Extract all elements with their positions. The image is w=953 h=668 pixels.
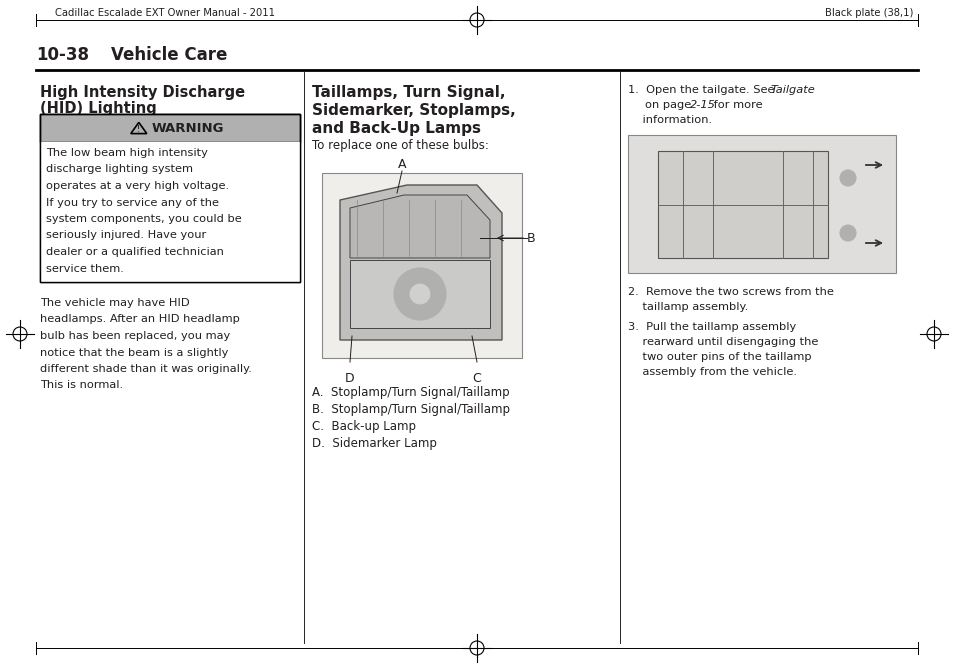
Text: A.  Stoplamp/Turn Signal/Taillamp: A. Stoplamp/Turn Signal/Taillamp	[312, 386, 509, 399]
Text: different shade than it was originally.: different shade than it was originally.	[40, 364, 252, 374]
Text: (HID) Lighting: (HID) Lighting	[40, 101, 156, 116]
Text: operates at a very high voltage.: operates at a very high voltage.	[46, 181, 229, 191]
Bar	[40, 114, 299, 142]
Polygon shape	[339, 185, 501, 340]
Text: 1.  Open the tailgate. See: 1. Open the tailgate. See	[627, 85, 778, 95]
Text: B: B	[526, 232, 535, 244]
Text: Sidemarker, Stoplamps,: Sidemarker, Stoplamps,	[312, 103, 516, 118]
Text: This is normal.: This is normal.	[40, 381, 123, 391]
Text: A: A	[397, 158, 406, 171]
Bar	[40, 114, 299, 282]
Text: C.  Back-up Lamp: C. Back-up Lamp	[312, 420, 416, 433]
Text: bulb has been replaced, you may: bulb has been replaced, you may	[40, 331, 230, 341]
Text: Tailgate: Tailgate	[770, 85, 815, 95]
Text: seriously injured. Have your: seriously injured. Have your	[46, 230, 206, 240]
Polygon shape	[350, 195, 490, 258]
Text: !: !	[137, 124, 140, 134]
Text: service them.: service them.	[46, 263, 124, 273]
Text: If you try to service any of the: If you try to service any of the	[46, 198, 219, 208]
Text: High Intensity Discharge: High Intensity Discharge	[40, 85, 245, 100]
Text: C: C	[472, 372, 481, 385]
Text: dealer or a qualified technician: dealer or a qualified technician	[46, 247, 224, 257]
Text: Vehicle Care: Vehicle Care	[111, 46, 227, 64]
Text: The low beam high intensity: The low beam high intensity	[46, 148, 208, 158]
Text: 3.  Pull the taillamp assembly: 3. Pull the taillamp assembly	[627, 322, 796, 332]
Text: two outer pins of the taillamp: two outer pins of the taillamp	[627, 352, 811, 362]
Text: 10-38: 10-38	[36, 46, 89, 64]
Text: on page: on page	[644, 100, 694, 110]
Polygon shape	[658, 151, 827, 258]
Text: Cadillac Escalade EXT Owner Manual - 2011: Cadillac Escalade EXT Owner Manual - 201…	[55, 8, 274, 18]
Polygon shape	[350, 260, 490, 328]
Text: system components, you could be: system components, you could be	[46, 214, 241, 224]
Text: WARNING: WARNING	[152, 122, 224, 134]
Text: headlamps. After an HID headlamp: headlamps. After an HID headlamp	[40, 315, 239, 325]
Text: discharge lighting system: discharge lighting system	[46, 164, 193, 174]
Text: 2.  Remove the two screws from the: 2. Remove the two screws from the	[627, 287, 833, 297]
Text: Black plate (38,1): Black plate (38,1)	[823, 8, 912, 18]
Bar	[40, 142, 299, 282]
Text: for more: for more	[709, 100, 761, 110]
Bar	[40, 114, 299, 282]
Text: D.  Sidemarker Lamp: D. Sidemarker Lamp	[312, 437, 436, 450]
Text: B.  Stoplamp/Turn Signal/Taillamp: B. Stoplamp/Turn Signal/Taillamp	[312, 403, 510, 416]
Text: and Back-Up Lamps: and Back-Up Lamps	[312, 121, 480, 136]
Text: To replace one of these bulbs:: To replace one of these bulbs:	[312, 139, 488, 152]
Bar	[627, 135, 895, 273]
Text: The vehicle may have HID: The vehicle may have HID	[40, 298, 190, 308]
Text: rearward until disengaging the: rearward until disengaging the	[627, 337, 818, 347]
Text: Taillamps, Turn Signal,: Taillamps, Turn Signal,	[312, 85, 505, 100]
Text: assembly from the vehicle.: assembly from the vehicle.	[627, 367, 796, 377]
Text: 2-15: 2-15	[689, 100, 715, 110]
Text: D: D	[345, 372, 355, 385]
Text: notice that the beam is a slightly: notice that the beam is a slightly	[40, 347, 228, 357]
Bar	[322, 173, 521, 358]
Circle shape	[840, 225, 855, 241]
Text: taillamp assembly.: taillamp assembly.	[627, 302, 747, 312]
Circle shape	[840, 170, 855, 186]
Text: information.: information.	[627, 115, 711, 125]
Circle shape	[394, 268, 446, 320]
Circle shape	[410, 284, 430, 304]
